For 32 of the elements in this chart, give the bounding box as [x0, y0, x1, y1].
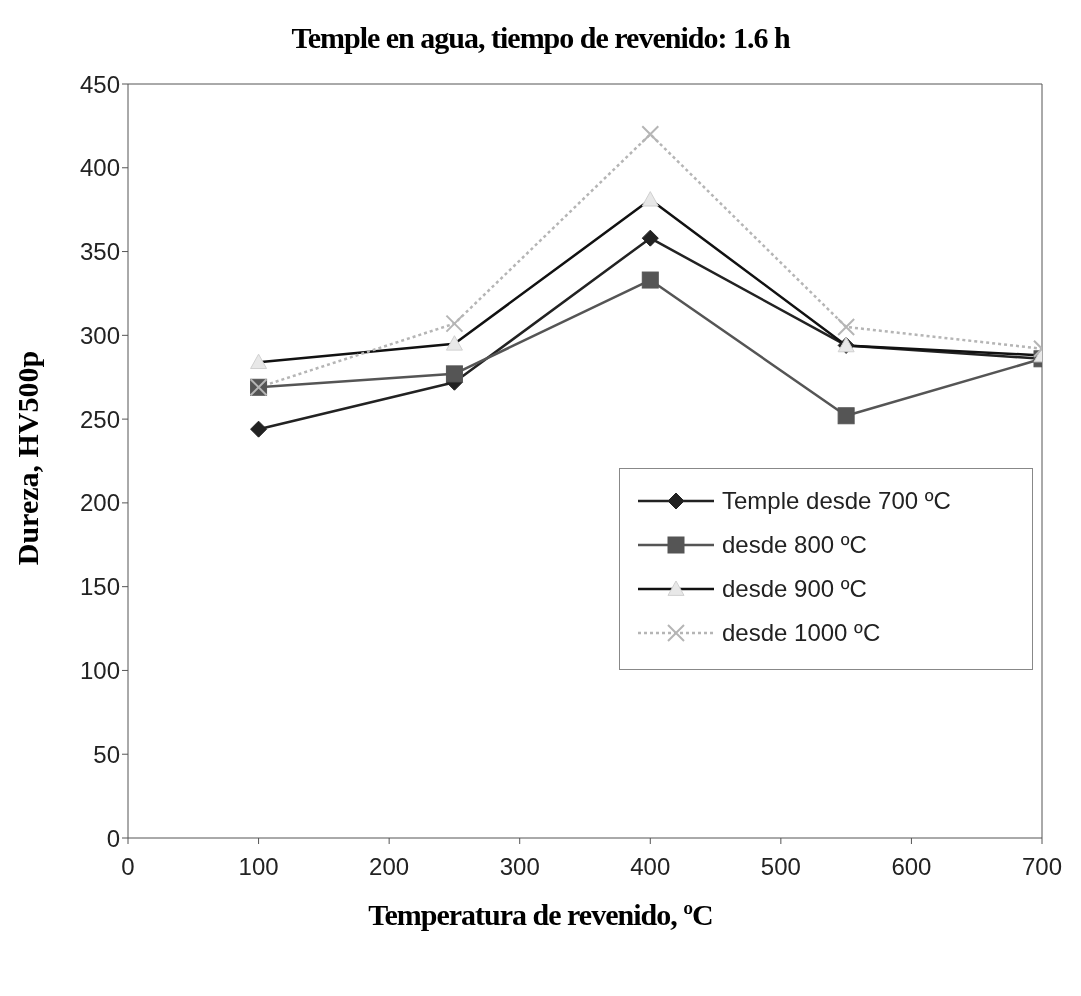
y-tick-label: 350 — [79, 238, 120, 266]
point — [641, 229, 659, 247]
legend-label: desde 800 ºC — [722, 530, 867, 560]
legend-label: Temple desde 700 ºC — [722, 486, 951, 516]
x-tick-label: 100 — [238, 853, 279, 881]
x-tick-label: 300 — [499, 853, 540, 881]
x-tick-label: 200 — [369, 853, 410, 881]
y-tick-label: 400 — [79, 154, 120, 182]
point — [445, 365, 463, 383]
y-tick-label: 50 — [93, 740, 120, 768]
y-axis-title: Dureza, HV500p — [11, 350, 45, 566]
y-tick-label: 300 — [79, 321, 120, 349]
x-tick-label: 600 — [891, 853, 932, 881]
point — [837, 317, 856, 336]
legend-label: desde 1000 ºC — [722, 618, 881, 648]
y-tick-label: 200 — [79, 489, 120, 517]
y-tick-label: 250 — [79, 405, 120, 433]
x-tick-label: 500 — [760, 853, 801, 881]
point — [641, 125, 660, 144]
x-axis-title: Temperatura de revenido, ºC — [367, 898, 714, 932]
x-tick-label: 700 — [1021, 853, 1063, 881]
point — [445, 314, 464, 333]
y-tick-label: 150 — [79, 573, 120, 601]
x-tick-label: 400 — [630, 853, 671, 881]
point — [837, 407, 855, 425]
point — [250, 420, 268, 438]
chart-title: Temple en agua, tiempo de revenido: 1.6 h — [290, 20, 792, 56]
point — [641, 271, 659, 289]
y-tick-label: 450 — [79, 70, 120, 98]
y-tick-label: 100 — [79, 656, 120, 684]
y-tick-label: 0 — [106, 824, 120, 852]
legend-label: desde 900 ºC — [722, 574, 867, 604]
